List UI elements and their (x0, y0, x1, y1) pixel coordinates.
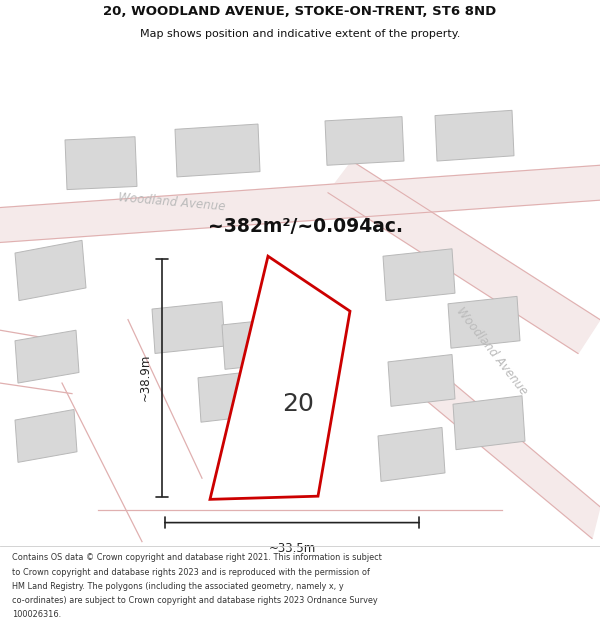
Text: ~33.5m: ~33.5m (268, 542, 316, 554)
Polygon shape (152, 302, 225, 354)
Text: Contains OS data © Crown copyright and database right 2021. This information is : Contains OS data © Crown copyright and d… (12, 554, 382, 562)
Polygon shape (328, 161, 600, 354)
Polygon shape (448, 296, 520, 348)
Polygon shape (388, 354, 455, 406)
Polygon shape (15, 241, 86, 301)
Text: co-ordinates) are subject to Crown copyright and database rights 2023 Ordnance S: co-ordinates) are subject to Crown copyr… (12, 596, 377, 605)
Text: HM Land Registry. The polygons (including the associated geometry, namely x, y: HM Land Registry. The polygons (includin… (12, 582, 344, 591)
Text: ~38.9m: ~38.9m (139, 354, 152, 401)
Text: to Crown copyright and database rights 2023 and is reproduced with the permissio: to Crown copyright and database rights 2… (12, 568, 370, 577)
Polygon shape (453, 396, 525, 449)
Polygon shape (325, 117, 404, 165)
Polygon shape (418, 362, 600, 539)
Polygon shape (435, 110, 514, 161)
Text: ~382m²/~0.094ac.: ~382m²/~0.094ac. (208, 217, 403, 236)
Text: Woodland Avenue: Woodland Avenue (454, 305, 530, 398)
Polygon shape (175, 124, 260, 177)
Polygon shape (383, 249, 455, 301)
Polygon shape (15, 409, 77, 462)
Polygon shape (15, 330, 79, 383)
Text: Map shows position and indicative extent of the property.: Map shows position and indicative extent… (140, 29, 460, 39)
Text: 20, WOODLAND AVENUE, STOKE-ON-TRENT, ST6 8ND: 20, WOODLAND AVENUE, STOKE-ON-TRENT, ST6… (103, 5, 497, 18)
Polygon shape (222, 318, 295, 369)
Text: 100026316.: 100026316. (12, 611, 61, 619)
Text: 20: 20 (282, 392, 314, 416)
Polygon shape (65, 137, 137, 189)
Polygon shape (0, 165, 600, 242)
Polygon shape (198, 371, 265, 422)
Polygon shape (210, 256, 350, 499)
Polygon shape (378, 428, 445, 481)
Text: Woodland Avenue: Woodland Avenue (118, 191, 226, 213)
